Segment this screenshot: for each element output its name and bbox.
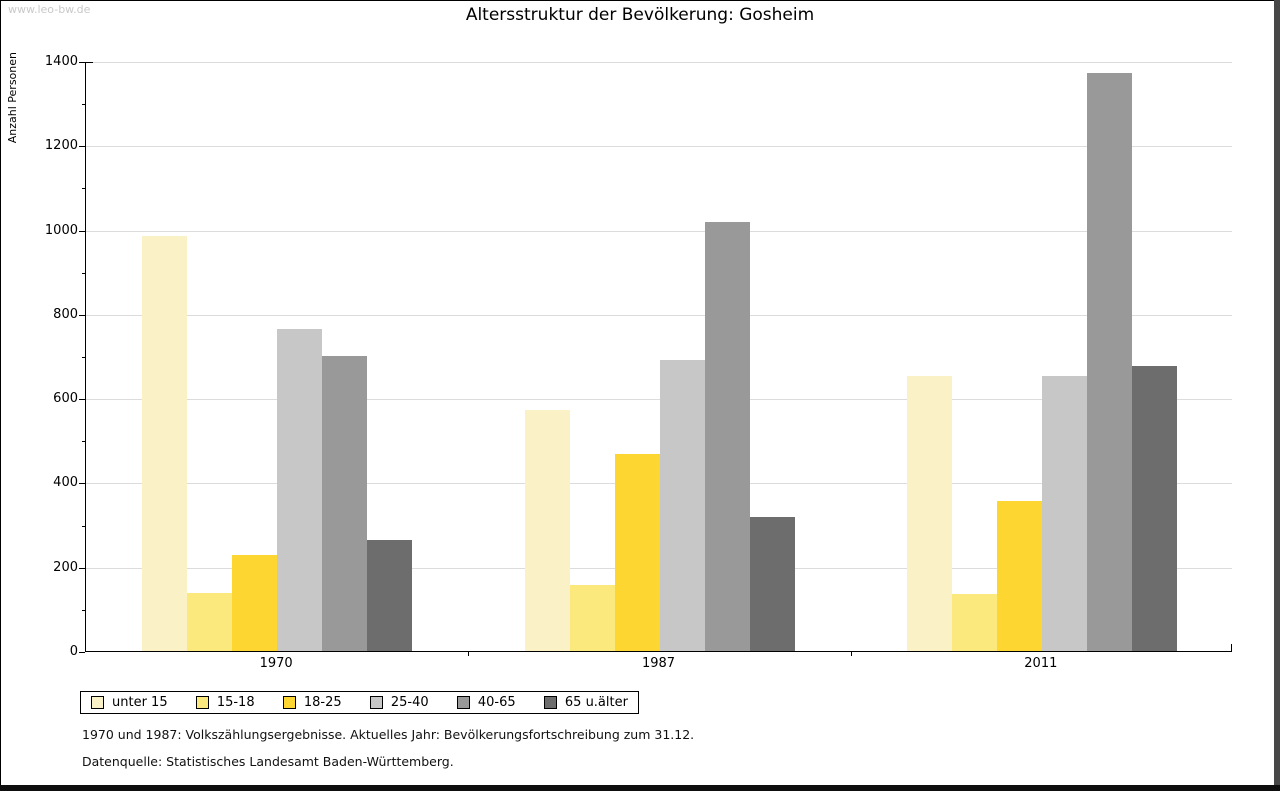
- y-tick-label-1400: 1400: [44, 54, 78, 69]
- x-label-2011: 2011: [1024, 656, 1058, 671]
- bar-1987-unter 15: [524, 409, 570, 651]
- y-minor-tick-900: [82, 273, 85, 274]
- x-label-1970: 1970: [259, 656, 293, 671]
- y-tick-1400: [79, 62, 85, 63]
- y-axis-top-corner: [86, 62, 93, 63]
- bar-1987-25-40: [659, 359, 705, 651]
- legend-item-65 u.älter: 65 u.älter: [543, 695, 628, 710]
- legend-item-40-65: 40-65: [456, 695, 516, 710]
- y-tick-0: [79, 652, 85, 653]
- y-tick-400: [79, 483, 85, 484]
- gridline-1400: [86, 62, 1232, 63]
- bar-1970-40-65: [322, 356, 368, 651]
- y-axis-tick-labels: 0 200 400 600 800 1000 1200 1400: [26, 54, 78, 662]
- y-tick-label-800: 800: [53, 307, 78, 322]
- x-tick-1: [468, 651, 469, 656]
- y-tick-label-1200: 1200: [44, 138, 78, 153]
- legend-label-15-18: 15-18: [216, 695, 255, 710]
- bar-1970-unter 15: [142, 235, 188, 651]
- legend-swatch-65 u.älter: [543, 696, 557, 709]
- y-axis-title-text: Anzahl Personen: [6, 52, 19, 144]
- legend-label-40-65: 40-65: [477, 695, 516, 710]
- bar-1970-65 u.älter: [367, 539, 413, 651]
- footnote-census: 1970 und 1987: Volkszählungsergebnisse. …: [82, 727, 695, 742]
- bar-1987-65 u.älter: [749, 517, 795, 651]
- legend-item-15-18: 15-18: [195, 695, 255, 710]
- bar-2011-40-65: [1086, 73, 1132, 651]
- x-tick-2: [851, 651, 852, 656]
- window-right-edge: [1274, 0, 1280, 791]
- legend-label-unter 15: unter 15: [112, 695, 168, 710]
- x-axis-end-tick: [1231, 644, 1232, 651]
- bar-1970-18-25: [232, 554, 278, 651]
- y-minor-tick-1100: [82, 188, 85, 189]
- y-tick-label-400: 400: [53, 475, 78, 490]
- site-watermark: www.leo-bw.de: [8, 3, 91, 16]
- y-tick-600: [79, 399, 85, 400]
- legend-swatch-18-25: [282, 696, 296, 709]
- y-tick-800: [79, 315, 85, 316]
- bar-2011-65 u.älter: [1131, 365, 1177, 651]
- y-tick-label-600: 600: [53, 391, 78, 406]
- bar-2011-25-40: [1041, 375, 1087, 651]
- bar-2011-18-25: [996, 500, 1042, 651]
- gridline-1200: [86, 146, 1232, 147]
- y-tick-label-1000: 1000: [44, 223, 78, 238]
- y-tick-1200: [79, 146, 85, 147]
- legend-label-25-40: 25-40: [390, 695, 429, 710]
- footnote-source: Datenquelle: Statistisches Landesamt Bad…: [82, 754, 454, 769]
- legend-item-25-40: 25-40: [369, 695, 429, 710]
- legend-swatch-unter 15: [91, 696, 104, 709]
- bar-1987-18-25: [614, 454, 660, 651]
- y-minor-tick-300: [82, 526, 85, 527]
- y-minor-tick-700: [82, 357, 85, 358]
- legend-item-18-25: 18-25: [282, 695, 342, 710]
- legend: unter 15 15-18 18-25 25-40 40-65 65 u.älter: [80, 691, 639, 714]
- y-minor-tick-500: [82, 441, 85, 442]
- y-minor-tick-100: [82, 610, 85, 611]
- gridline-1000: [86, 231, 1232, 232]
- bar-1970-15-18: [187, 593, 233, 651]
- y-tick-label-0: 0: [69, 644, 78, 659]
- legend-swatch-25-40: [369, 696, 383, 709]
- y-tick-label-200: 200: [53, 560, 78, 575]
- bar-2011-15-18: [951, 594, 997, 651]
- bar-1987-40-65: [704, 222, 750, 651]
- gridline-600: [86, 399, 1232, 400]
- bar-1987-15-18: [569, 585, 615, 651]
- legend-item-unter 15: unter 15: [91, 695, 168, 710]
- legend-swatch-15-18: [195, 696, 209, 709]
- legend-label-65 u.älter: 65 u.älter: [564, 695, 628, 710]
- legend-swatch-40-65: [456, 696, 470, 709]
- gridline-800: [86, 315, 1232, 316]
- legend-label-18-25: 18-25: [303, 695, 342, 710]
- plot-area: [79, 62, 1232, 656]
- y-tick-1000: [79, 231, 85, 232]
- bar-1970-25-40: [277, 329, 323, 651]
- y-minor-tick-1300: [82, 104, 85, 105]
- bar-2011-unter 15: [906, 376, 952, 651]
- y-axis-title: Anzahl Personen: [6, 52, 21, 152]
- y-tick-200: [79, 568, 85, 569]
- x-axis-labels: 1970 1987 2011: [85, 656, 1232, 674]
- window-bottom-edge: [0, 785, 1280, 791]
- chart-title: Altersstruktur der Bevölkerung: Gosheim: [465, 5, 815, 25]
- x-label-1987: 1987: [641, 656, 676, 671]
